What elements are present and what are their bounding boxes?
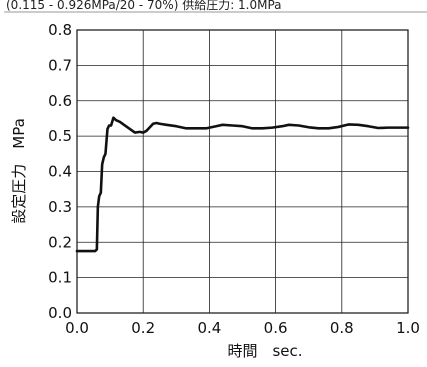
x-tick-label: 0.4 <box>197 319 221 337</box>
x-tick-label: 0.8 <box>330 319 354 337</box>
y-tick-label: 0.5 <box>48 127 72 145</box>
x-axis-title: 時間 sec. <box>227 342 302 360</box>
y-tick-label: 0.1 <box>48 269 72 287</box>
x-tick-label: 0.6 <box>264 319 288 337</box>
x-tick-label: 0.2 <box>131 319 155 337</box>
y-tick-label: 0.2 <box>48 233 72 251</box>
y-tick-label: 0.6 <box>48 92 72 110</box>
grid-lines <box>77 30 408 313</box>
y-tick-label: 0.8 <box>48 21 72 39</box>
x-tick-label: 0.0 <box>65 319 89 337</box>
y-tick-label: 0.3 <box>48 198 72 216</box>
y-tick-label: 0.4 <box>48 163 72 181</box>
y-tick-label: 0.0 <box>48 304 72 322</box>
series-layer <box>75 116 410 253</box>
header-caption: (0.115 - 0.926MPa/20 - 70%) 供給圧力: 1.0MPa <box>6 0 282 12</box>
y-axis-title: 設定圧力 MPa <box>10 118 28 224</box>
series-line-0 <box>75 116 410 253</box>
y-tick-label: 0.7 <box>48 56 72 74</box>
x-tick-label: 1.0 <box>396 319 420 337</box>
tick-labels: 0.0 0.2 0.4 0.6 0.8 1.0 0.0 0.1 0.2 0.3 0.4 0.5 0.6 0… <box>48 21 420 337</box>
